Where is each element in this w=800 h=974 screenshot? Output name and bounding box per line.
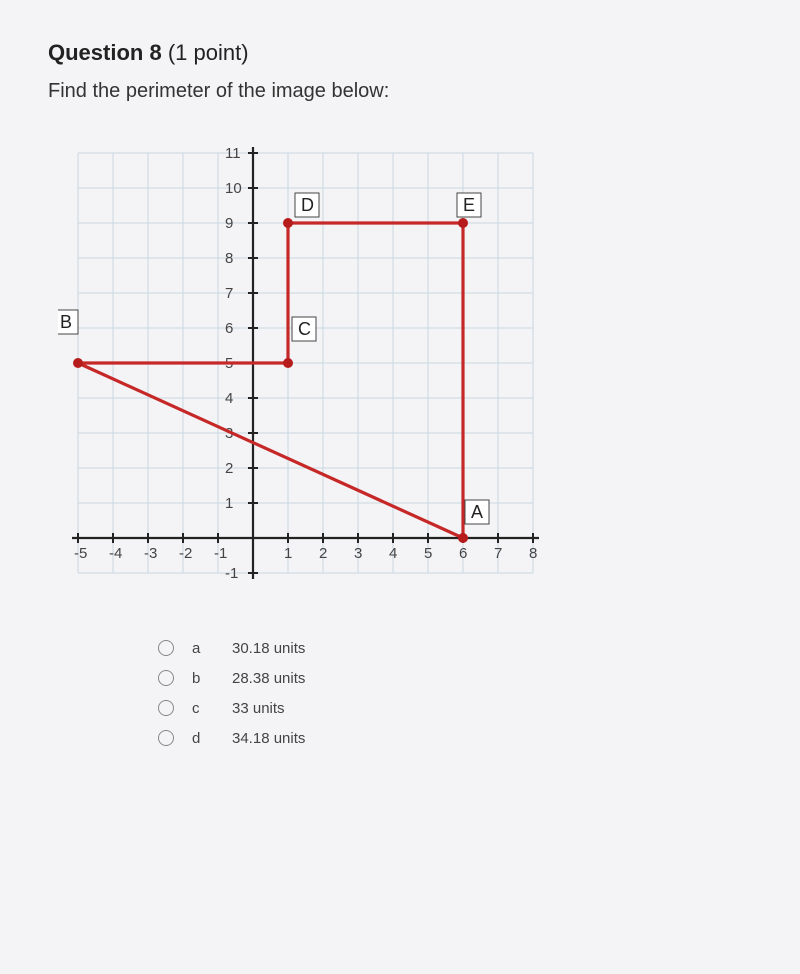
question-points: (1 point) (168, 40, 249, 65)
vertex-label-D: D (301, 195, 314, 215)
svg-text:6: 6 (225, 320, 233, 337)
vertex-label-E: E (463, 195, 475, 215)
coordinate-graph: -5-4-3-2-112345678-11234567891011BCDEA (58, 143, 553, 593)
vertex-label-C: C (298, 319, 311, 339)
question-title: Question 8 (1 point) (48, 40, 752, 66)
radio-c[interactable] (158, 700, 174, 716)
svg-text:7: 7 (225, 285, 233, 302)
vertex-B (73, 358, 83, 368)
option-label: 30.18 units (232, 640, 305, 657)
option-c[interactable]: c 33 units (158, 693, 752, 723)
polygon-shape (78, 223, 463, 538)
option-a[interactable]: a 30.18 units (158, 633, 752, 663)
option-letter: d (192, 730, 232, 747)
svg-text:8: 8 (529, 545, 537, 562)
svg-text:4: 4 (389, 545, 397, 562)
option-label: 34.18 units (232, 730, 305, 747)
svg-text:3: 3 (354, 545, 362, 562)
radio-b[interactable] (158, 670, 174, 686)
vertex-A (458, 533, 468, 543)
question-number: Question 8 (48, 40, 162, 65)
answer-options: a 30.18 units b 28.38 units c 33 units d… (158, 633, 752, 753)
svg-text:1: 1 (225, 495, 233, 512)
svg-text:-1: -1 (214, 545, 227, 562)
vertex-C (283, 358, 293, 368)
svg-text:-2: -2 (179, 545, 192, 562)
svg-text:6: 6 (459, 545, 467, 562)
svg-text:8: 8 (225, 250, 233, 267)
vertex-E (458, 218, 468, 228)
option-letter: b (192, 670, 232, 687)
vertex-label-A: A (471, 502, 483, 522)
option-label: 33 units (232, 700, 285, 717)
svg-text:4: 4 (225, 390, 233, 407)
vertex-label-B: B (60, 312, 72, 332)
svg-text:9: 9 (225, 215, 233, 232)
svg-text:10: 10 (225, 180, 242, 197)
vertex-D (283, 218, 293, 228)
radio-a[interactable] (158, 640, 174, 656)
svg-text:11: 11 (225, 145, 241, 162)
question-prompt: Find the perimeter of the image below: (48, 80, 752, 103)
svg-text:-5: -5 (74, 545, 87, 562)
option-letter: a (192, 640, 232, 657)
option-b[interactable]: b 28.38 units (158, 663, 752, 693)
svg-text:-3: -3 (144, 545, 157, 562)
svg-text:7: 7 (494, 545, 502, 562)
svg-text:2: 2 (319, 545, 327, 562)
radio-d[interactable] (158, 730, 174, 746)
svg-text:-4: -4 (109, 545, 122, 562)
svg-text:-1: -1 (225, 565, 238, 582)
svg-text:1: 1 (284, 545, 292, 562)
svg-text:2: 2 (225, 460, 233, 477)
svg-text:5: 5 (424, 545, 432, 562)
option-d[interactable]: d 34.18 units (158, 723, 752, 753)
option-label: 28.38 units (232, 670, 305, 687)
option-letter: c (192, 700, 232, 717)
